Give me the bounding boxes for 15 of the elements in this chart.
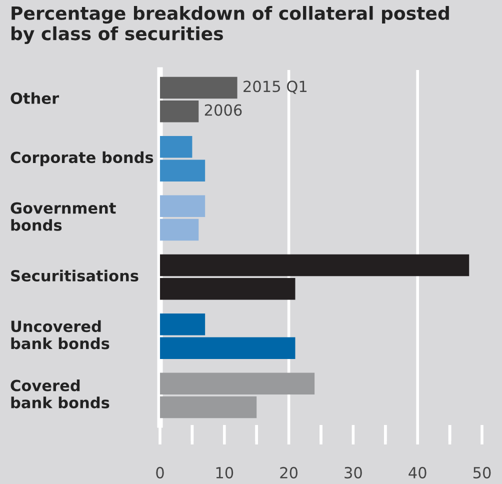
x-tick-label: 30 <box>344 466 362 478</box>
x-tick-label: 40 <box>408 466 426 478</box>
x-tick-label: 0 <box>156 466 164 478</box>
y-tick-label: Covered bank bonds <box>10 379 110 408</box>
x-tick-label: 50 <box>473 466 491 478</box>
y-tick-label: Corporate bonds <box>10 151 154 166</box>
chart-title: Percentage breakdown of collateral posted by class of securities <box>12 6 449 44</box>
x-tick-label: 20 <box>280 466 298 478</box>
y-tick-label: Securitisations <box>11 270 138 282</box>
y-tick-label: Uncovered bank bonds <box>11 320 110 350</box>
x-tick-label: 10 <box>216 466 234 478</box>
y-tick-label: Government bonds <box>10 202 116 231</box>
y-tick-label: Other <box>10 92 60 104</box>
series-label: 2015 Q1 <box>244 80 307 94</box>
series-label: 2006 <box>204 104 242 116</box>
